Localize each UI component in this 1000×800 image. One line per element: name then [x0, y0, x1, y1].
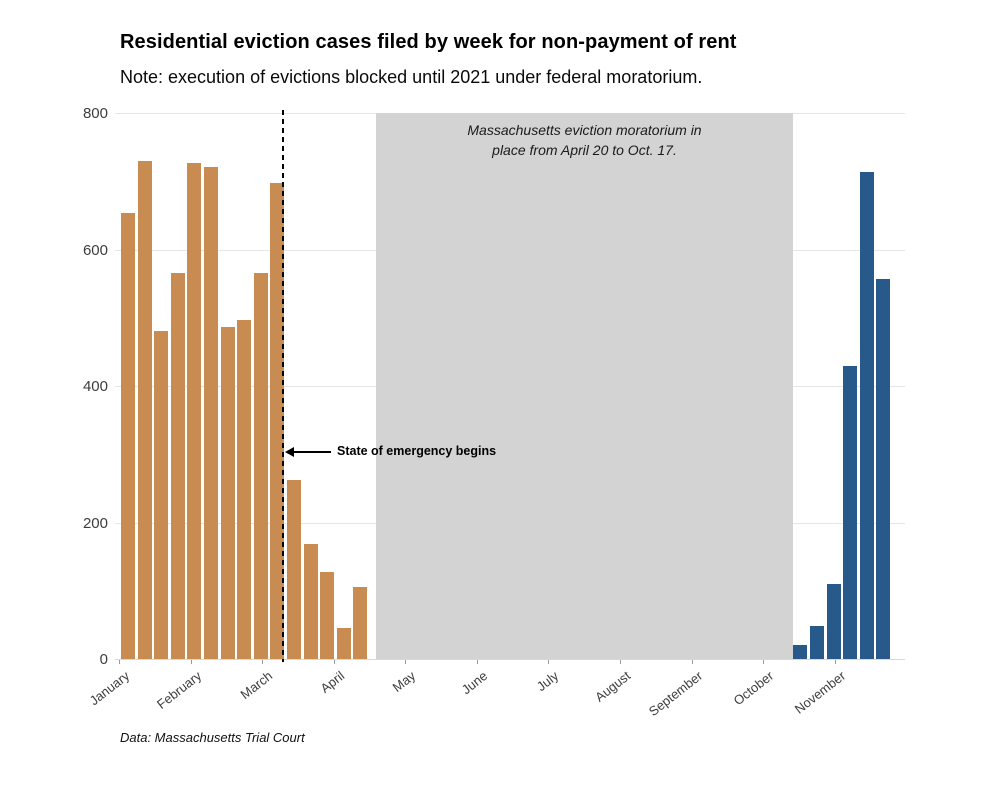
x-axis-label-june: June: [458, 668, 491, 698]
bar-post-week-2: [809, 626, 824, 659]
data-source-note: Data: Massachusetts Trial Court: [120, 730, 305, 745]
moratorium-region: [376, 113, 793, 659]
bar-pre-week-4: [170, 273, 185, 659]
x-axis-label-august: August: [592, 668, 634, 705]
x-axis-label-october: October: [730, 668, 777, 709]
x-axis-tick-may: [405, 660, 407, 664]
bar-pre-week-2: [137, 160, 152, 659]
y-axis-label-400: 400: [82, 378, 108, 395]
x-axis-tick-november: [834, 660, 836, 664]
x-axis-tick-june: [476, 660, 478, 664]
bar-pre-week-7: [220, 327, 235, 659]
chart-title: Residential eviction cases filed by week…: [120, 31, 737, 53]
bar-pre-week-10: [270, 182, 285, 659]
bar-post-week-5: [859, 172, 874, 659]
bar-pre-week-5: [187, 162, 202, 659]
y-axis-label-0: 0: [99, 651, 108, 668]
bar-pre-week-1: [121, 213, 135, 659]
gridline-y-0: [115, 659, 905, 660]
bar-pre-week-11: [287, 480, 301, 659]
x-axis-tick-july: [548, 660, 550, 664]
bar-post-week-1: [793, 645, 808, 660]
x-axis-tick-september: [691, 660, 693, 664]
x-axis-label-april: April: [317, 668, 347, 696]
annotation-arrow-line: [293, 451, 331, 453]
annotation-arrow-left-icon: [285, 447, 294, 457]
y-axis-label-800: 800: [82, 105, 108, 122]
bar-pre-week-13: [320, 572, 335, 659]
bar-pre-week-15: [353, 586, 368, 659]
x-axis-tick-january: [119, 660, 120, 664]
state-of-emergency-dashed-line: [282, 110, 284, 662]
x-axis-tick-march: [262, 660, 264, 664]
x-axis-label-september: September: [645, 668, 705, 719]
x-axis-tick-october: [763, 660, 765, 664]
bar-pre-week-12: [303, 544, 318, 659]
moratorium-label-line-2: place from April 20 to Oct. 17.: [492, 142, 677, 158]
moratorium-label-line-1: Massachusetts eviction moratorium in: [467, 122, 702, 138]
bar-pre-week-9: [253, 273, 268, 659]
x-axis-label-february: February: [153, 668, 204, 712]
y-axis-label-200: 200: [82, 514, 108, 532]
bar-post-week-4: [843, 366, 858, 659]
x-axis-label-may: May: [389, 668, 419, 695]
bar-pre-week-6: [204, 166, 218, 659]
bar-pre-week-3: [154, 330, 169, 659]
moratorium-region-label: Massachusetts eviction moratorium in pla…: [376, 120, 793, 160]
x-axis-tick-august: [620, 660, 621, 664]
chart-subtitle-note: Note: execution of evictions blocked unt…: [120, 67, 703, 87]
bar-pre-week-14: [336, 627, 351, 659]
bar-pre-week-8: [237, 319, 252, 659]
x-axis-label-july: July: [534, 668, 562, 695]
y-axis-label-600: 600: [82, 241, 108, 259]
x-axis-label-march: March: [237, 668, 276, 703]
bar-post-week-3: [826, 583, 841, 659]
x-axis-tick-april: [333, 660, 335, 664]
bar-post-week-6: [876, 278, 891, 659]
x-axis-label-january: January: [86, 668, 133, 709]
state-of-emergency-annotation: State of emergency begins: [337, 444, 497, 458]
x-axis-label-november: November: [791, 668, 848, 717]
x-axis-tick-february: [190, 660, 192, 664]
